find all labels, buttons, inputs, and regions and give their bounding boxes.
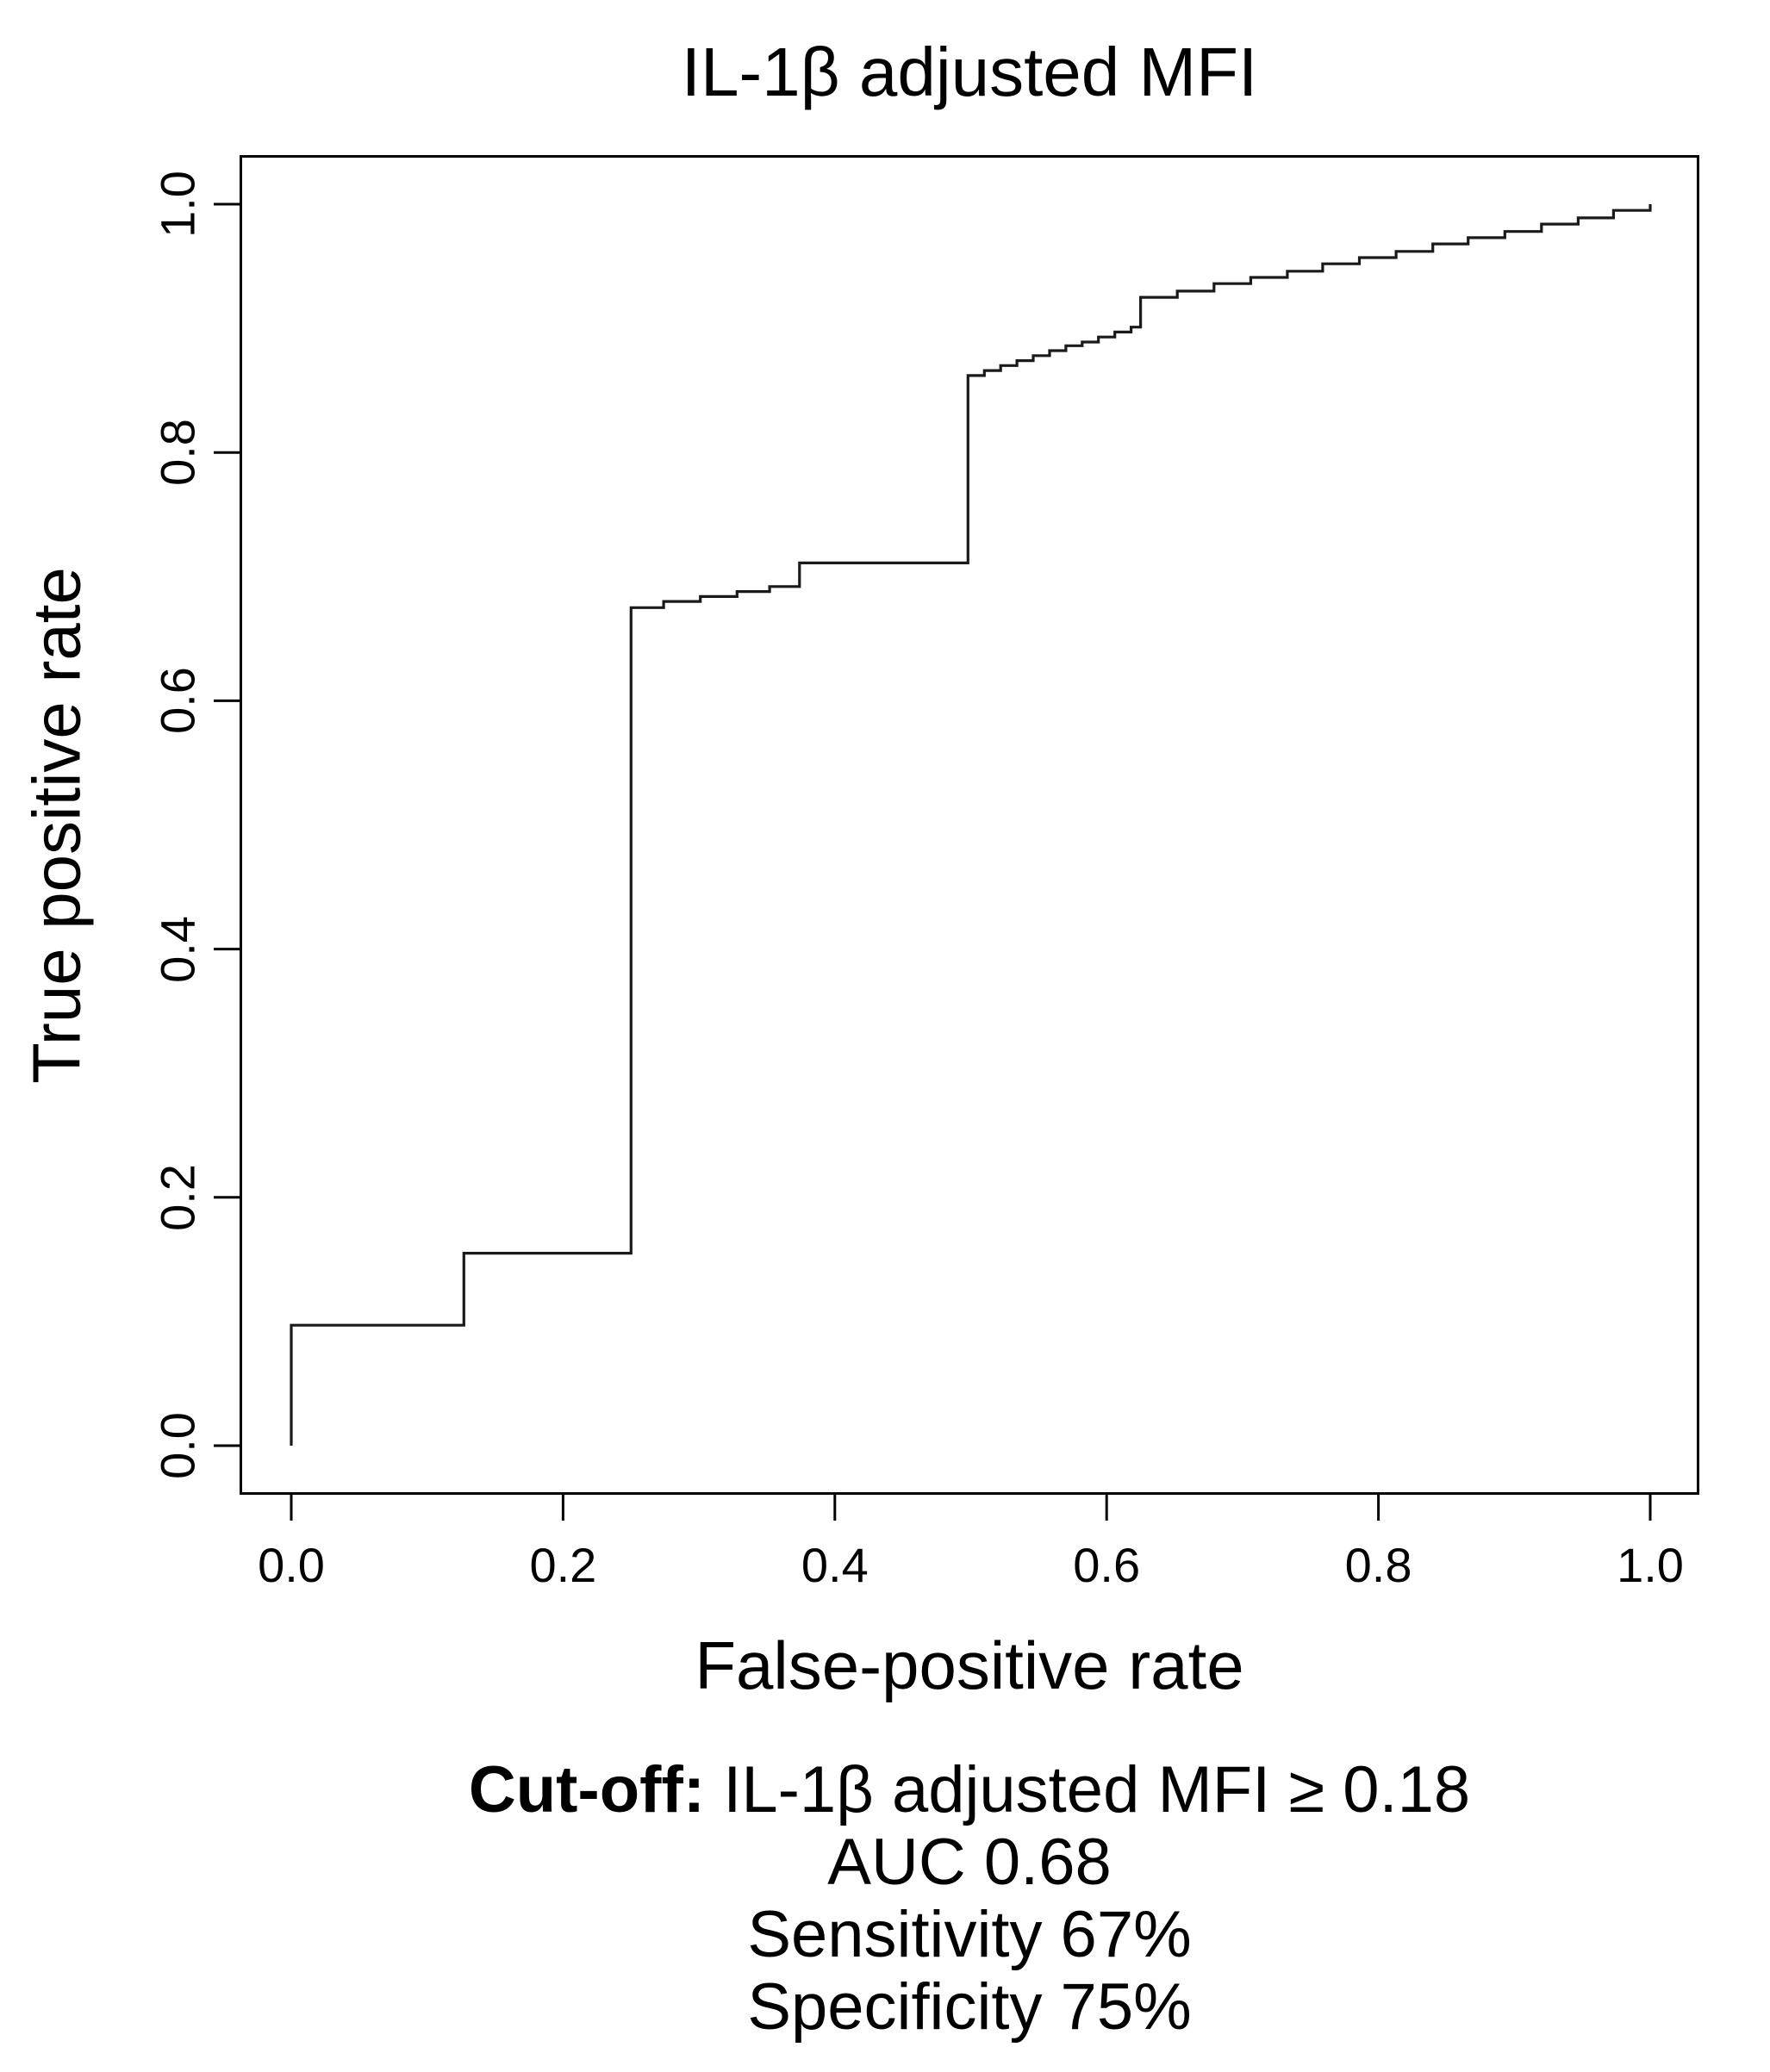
annotation-block: Cut-off: IL-1β adjusted MFI ≥ 0.18 AUC 0… [240,1754,1699,2044]
y-tick-label: 0.0 [150,1412,205,1479]
axis-tick-marks [214,202,1652,1521]
annotation-cutoff-line: Cut-off: IL-1β adjusted MFI ≥ 0.18 [240,1754,1699,1826]
roc-curve-path [290,204,1652,1446]
annotation-auc: AUC 0.68 [827,1826,1112,1899]
chart-title: IL-1β adjusted MFI [681,34,1258,110]
x-tick-label: 0.4 [801,1538,869,1592]
y-tick-label: 0.6 [150,667,205,735]
x-tick-label: 0.6 [1073,1538,1141,1592]
cutoff-value: IL-1β adjusted MFI ≥ 0.18 [705,1753,1471,1826]
y-tick-label: 1.0 [150,171,205,238]
x-tick-label: 1.0 [1617,1538,1684,1592]
annotation-specificity: Specificity 75% [747,1970,1192,2044]
y-tick-label: 0.4 [150,915,205,983]
y-tick-label: 0.8 [150,419,205,487]
x-tick-label: 0.8 [1344,1538,1412,1592]
y-tick-label: 0.2 [150,1163,205,1231]
x-axis-title: False-positive rate [695,1627,1244,1703]
x-tick-label: 0.0 [258,1538,325,1592]
roc-plot [214,155,1699,1521]
annotation-sensitivity: Sensitivity 67% [747,1898,1192,1971]
y-axis-title: True positive rate [18,567,95,1084]
plot-frame [240,155,1699,1495]
cutoff-label: Cut-off: [468,1753,706,1826]
x-tick-label: 0.2 [529,1538,597,1592]
